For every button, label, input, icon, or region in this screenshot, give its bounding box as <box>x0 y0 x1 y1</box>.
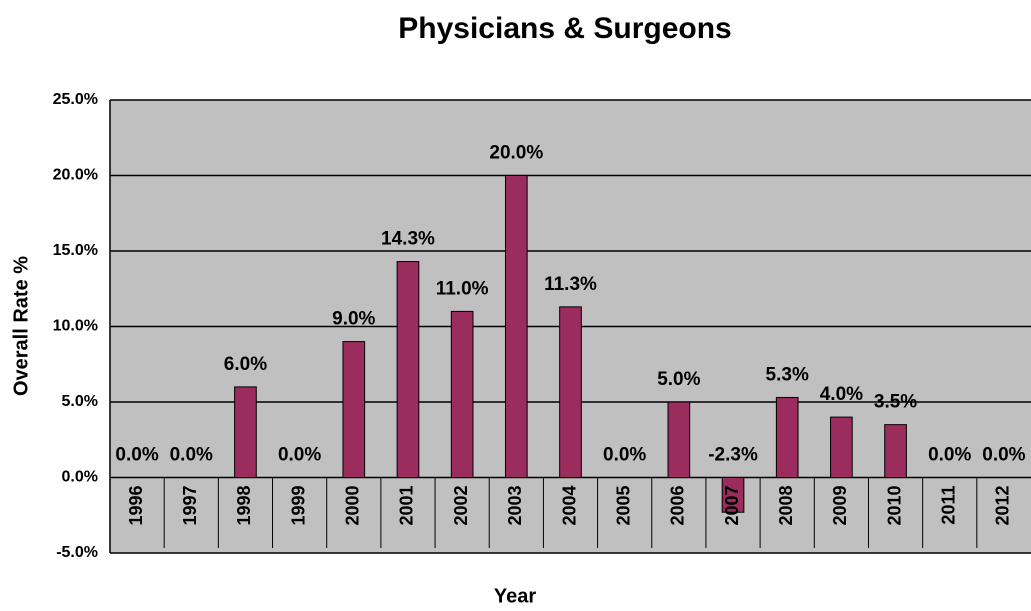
value-label: 0.0% <box>115 445 158 466</box>
x-tick-label: 1998 <box>234 486 254 526</box>
x-tick-label: 2002 <box>451 486 471 526</box>
value-label: 0.0% <box>982 445 1025 466</box>
bar <box>559 306 582 478</box>
y-tick-label: 20.0% <box>53 167 98 184</box>
x-tick-label: 2011 <box>938 486 958 525</box>
bar <box>450 310 474 478</box>
x-tick-label: 2008 <box>776 486 796 526</box>
value-label: 0.0% <box>278 445 321 466</box>
bar <box>830 416 853 479</box>
bar <box>504 175 528 478</box>
value-label: 5.0% <box>657 369 700 390</box>
y-tick-label: 0.0% <box>62 469 98 486</box>
x-tick-label: 2004 <box>559 486 579 526</box>
chart-title: Physicians & Surgeons <box>398 12 731 45</box>
bar <box>667 401 691 478</box>
x-axis-title: Year <box>494 585 536 607</box>
value-label: 20.0% <box>489 143 543 164</box>
value-label: 0.0% <box>603 445 646 466</box>
bar <box>342 341 366 478</box>
bar <box>396 261 420 478</box>
value-label: 11.0% <box>436 278 489 299</box>
y-axis-title: Overall Rate % <box>10 256 32 396</box>
value-label: 9.0% <box>332 309 375 330</box>
y-tick-label: 25.0% <box>53 91 98 108</box>
x-tick-label: 2007 <box>722 486 742 526</box>
value-label: -2.3% <box>708 445 758 466</box>
bar <box>884 424 907 478</box>
y-tick-label: 10.0% <box>53 318 98 335</box>
x-tick-label: 2010 <box>884 486 904 526</box>
x-tick-label: 2003 <box>505 486 525 526</box>
value-label: 6.0% <box>224 354 267 375</box>
x-tick-label: 2001 <box>397 486 417 526</box>
y-tick-label: 5.0% <box>62 393 98 410</box>
x-tick-label: 1997 <box>180 486 200 526</box>
value-label: 0.0% <box>170 445 213 466</box>
value-label: 3.5% <box>874 392 917 413</box>
value-label: 0.0% <box>928 445 971 466</box>
x-tick-label: 1999 <box>288 486 308 526</box>
x-tick-label: 2006 <box>668 486 688 526</box>
x-tick-label: 2012 <box>993 486 1013 526</box>
x-tick-label: 2000 <box>343 486 363 526</box>
bar <box>721 477 745 513</box>
x-tick-label: 2009 <box>830 486 850 526</box>
value-label: 14.3% <box>381 229 435 250</box>
x-tick-label: 2005 <box>613 486 633 526</box>
bar <box>775 396 799 478</box>
y-tick-label: -5.0% <box>56 544 98 561</box>
bar <box>234 386 257 478</box>
x-tick-label: 1996 <box>126 486 146 526</box>
value-label: 4.0% <box>820 384 863 405</box>
value-label: 11.3% <box>544 274 597 295</box>
value-label: 5.3% <box>766 364 809 385</box>
y-tick-label: 15.0% <box>53 242 98 259</box>
